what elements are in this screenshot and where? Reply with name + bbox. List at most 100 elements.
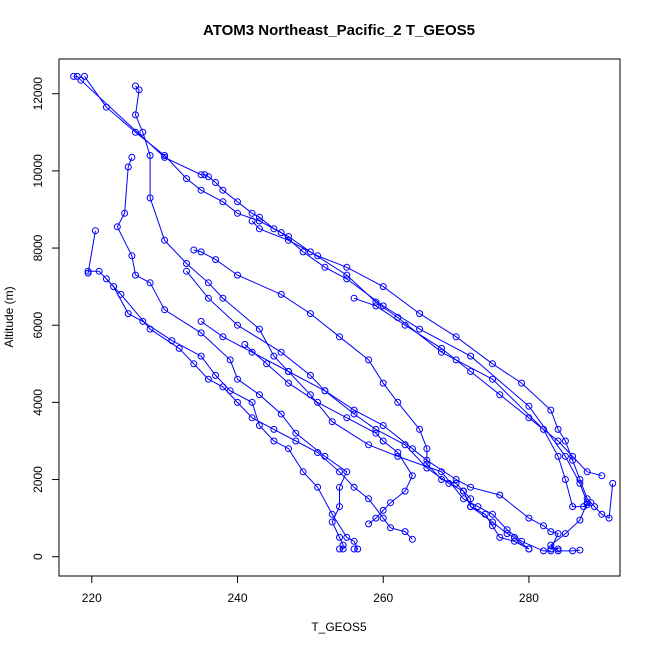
x-tick-label: 280	[519, 591, 539, 605]
data-point	[459, 487, 467, 495]
data-point	[175, 344, 183, 352]
series-9	[241, 341, 416, 528]
data-point	[525, 402, 533, 410]
data-point	[489, 510, 496, 518]
data-point	[496, 391, 504, 399]
data-point	[518, 379, 526, 387]
data-point	[525, 545, 533, 553]
data-point	[73, 72, 81, 80]
data-point	[161, 236, 169, 244]
data-point	[306, 310, 314, 318]
data-point	[336, 483, 343, 491]
data-point	[248, 398, 256, 406]
data-point	[459, 495, 467, 503]
data-point	[547, 545, 555, 553]
data-point	[525, 414, 533, 422]
data-point	[350, 410, 358, 418]
data-point	[343, 468, 351, 476]
data-point	[139, 128, 147, 136]
data-point	[248, 348, 256, 356]
data-point	[255, 422, 263, 429]
data-point	[201, 171, 209, 179]
data-point	[285, 445, 292, 453]
data-point	[365, 441, 373, 449]
data-point	[270, 225, 278, 233]
data-point	[372, 514, 380, 522]
data-point	[387, 524, 394, 532]
data-point	[339, 541, 347, 549]
data-point	[350, 406, 358, 414]
plot-frame	[58, 58, 621, 577]
data-point	[263, 360, 271, 368]
data-point	[561, 437, 569, 445]
data-point	[350, 483, 358, 491]
data-point	[277, 290, 285, 298]
data-point	[190, 360, 198, 368]
data-point	[569, 547, 577, 555]
data-point	[197, 171, 205, 179]
data-point	[292, 429, 300, 437]
data-point	[489, 375, 496, 383]
data-point	[343, 263, 351, 271]
data-point	[292, 437, 300, 445]
data-point	[146, 325, 154, 333]
data-point	[467, 495, 475, 503]
data-point	[339, 545, 347, 553]
data-point	[336, 503, 343, 511]
data-point	[91, 227, 99, 235]
data-point	[510, 537, 518, 545]
data-point	[547, 406, 555, 414]
data-point	[110, 283, 118, 291]
x-axis-label: T_GEOS5	[311, 620, 367, 634]
data-point	[219, 294, 227, 302]
data-point	[554, 425, 562, 433]
series-line	[244, 344, 413, 525]
data-point	[583, 468, 591, 476]
data-point	[146, 152, 154, 159]
data-point	[219, 198, 227, 206]
data-point	[401, 487, 409, 495]
data-point	[146, 194, 154, 202]
data-point	[132, 111, 139, 119]
data-point	[379, 437, 387, 445]
data-point	[277, 410, 285, 418]
data-point	[285, 379, 292, 387]
data-point	[401, 321, 409, 329]
data-point	[481, 510, 489, 518]
series-6	[102, 275, 416, 543]
series-line	[116, 157, 348, 550]
data-point	[561, 476, 569, 483]
data-point	[489, 522, 496, 530]
data-point	[343, 275, 351, 283]
data-point	[321, 387, 329, 395]
data-point	[489, 360, 496, 368]
x-tick-label: 260	[373, 591, 393, 605]
y-tick-label: 2000	[31, 466, 45, 493]
data-point	[102, 275, 110, 283]
x-axis: 220 240 260 280	[82, 576, 539, 605]
data-point	[234, 198, 241, 206]
series-4	[113, 153, 351, 553]
series-line	[84, 76, 588, 552]
data-point	[124, 163, 132, 171]
data-point	[408, 445, 416, 453]
data-point	[554, 545, 562, 553]
series-layer	[70, 72, 617, 555]
data-point	[452, 333, 460, 341]
data-point	[408, 535, 416, 543]
data-point	[197, 352, 205, 360]
data-point	[183, 175, 190, 183]
data-point	[503, 530, 511, 538]
data-point	[132, 271, 139, 279]
data-point	[554, 452, 562, 460]
data-point	[394, 398, 402, 406]
data-point	[248, 414, 256, 422]
data-point	[102, 103, 110, 111]
data-point	[255, 213, 263, 221]
data-point	[605, 514, 613, 522]
data-point	[554, 530, 562, 538]
data-point	[190, 246, 198, 254]
y-tick-label: 6000	[31, 312, 45, 339]
data-point	[467, 483, 475, 491]
data-point	[328, 518, 336, 526]
